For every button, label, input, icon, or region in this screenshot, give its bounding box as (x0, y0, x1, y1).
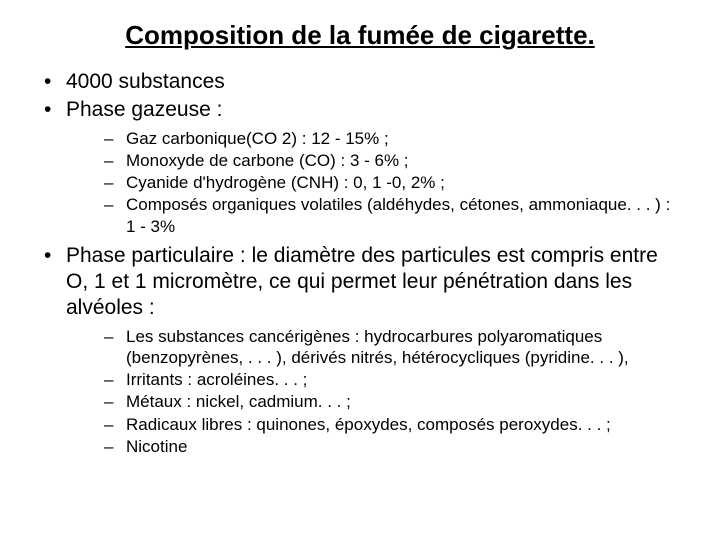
sub-item: Métaux : nickel, cadmium. . . ; (66, 391, 680, 412)
bullet-phase-particulaire: Phase particulaire : le diamètre des par… (40, 243, 680, 457)
sub-text: Gaz carbonique(CO 2) : 12 - 15% ; (126, 129, 389, 148)
sub-text: Composés organiques volatiles (aldéhydes… (126, 195, 670, 235)
sub-text: Cyanide d'hydrogène (CNH) : 0, 1 -0, 2% … (126, 173, 445, 192)
main-list: 4000 substances Phase gazeuse : Gaz carb… (40, 69, 680, 457)
sub-text: Irritants : acroléines. . . ; (126, 370, 307, 389)
sub-text: Radicaux libres : quinones, époxydes, co… (126, 415, 611, 434)
sub-item: Cyanide d'hydrogène (CNH) : 0, 1 -0, 2% … (66, 172, 680, 193)
sub-item: Les substances cancérigènes : hydrocarbu… (66, 326, 680, 369)
bullet-text: Phase particulaire : le diamètre des par… (66, 244, 658, 320)
sub-item: Irritants : acroléines. . . ; (66, 369, 680, 390)
sub-item: Radicaux libres : quinones, époxydes, co… (66, 414, 680, 435)
sub-text: Monoxyde de carbone (CO) : 3 - 6% ; (126, 151, 409, 170)
bullet-phase-gazeuse: Phase gazeuse : Gaz carbonique(CO 2) : 1… (40, 97, 680, 237)
sub-item: Nicotine (66, 436, 680, 457)
sub-item: Monoxyde de carbone (CO) : 3 - 6% ; (66, 150, 680, 171)
sub-text: Les substances cancérigènes : hydrocarbu… (126, 327, 629, 367)
page-title: Composition de la fumée de cigarette. (40, 20, 680, 51)
bullet-substances: 4000 substances (40, 69, 680, 95)
sub-text: Métaux : nickel, cadmium. . . ; (126, 392, 351, 411)
sub-item: Gaz carbonique(CO 2) : 12 - 15% ; (66, 128, 680, 149)
bullet-text: 4000 substances (66, 70, 225, 93)
bullet-text: Phase gazeuse : (66, 98, 222, 121)
sub-text: Nicotine (126, 437, 187, 456)
phase-particulaire-sublist: Les substances cancérigènes : hydrocarbu… (66, 326, 680, 458)
phase-gazeuse-sublist: Gaz carbonique(CO 2) : 12 - 15% ; Monoxy… (66, 128, 680, 237)
sub-item: Composés organiques volatiles (aldéhydes… (66, 194, 680, 237)
